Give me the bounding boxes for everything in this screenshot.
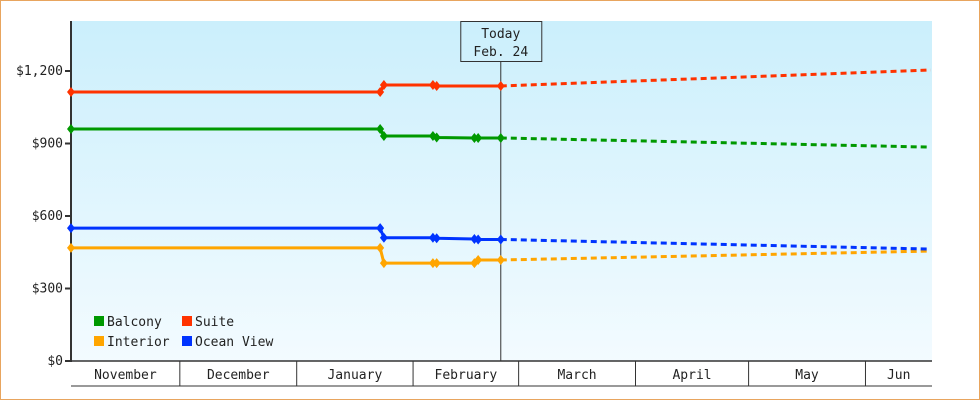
balcony-point bbox=[432, 132, 441, 143]
interior-point bbox=[376, 242, 385, 253]
month-label: November bbox=[94, 368, 157, 383]
legend-label: Balcony bbox=[107, 315, 162, 330]
y-tick-label: $1,200 bbox=[16, 64, 63, 79]
month-label: Jun bbox=[887, 368, 910, 383]
today-box bbox=[460, 21, 543, 62]
interior-point bbox=[496, 254, 505, 265]
ocean-view-point bbox=[496, 234, 505, 245]
ocean-view-point bbox=[432, 233, 441, 244]
month-label: April bbox=[672, 368, 711, 383]
interior-point bbox=[432, 258, 441, 269]
ocean-view-point bbox=[379, 232, 388, 243]
month-label: January bbox=[327, 368, 382, 383]
y-tick-label: $900 bbox=[32, 137, 63, 152]
interior-forecast-line bbox=[500, 249, 931, 262]
ocean-view-point bbox=[376, 223, 385, 234]
interior-point bbox=[379, 258, 388, 269]
balcony-point bbox=[376, 124, 385, 134]
legend-swatch bbox=[182, 316, 192, 326]
balcony-forecast-line bbox=[500, 136, 931, 149]
legend-label: Interior bbox=[107, 335, 170, 350]
suite-point bbox=[496, 80, 505, 91]
suite-line bbox=[71, 83, 501, 94]
balcony-point bbox=[496, 132, 505, 143]
month-label: May bbox=[795, 368, 819, 383]
interior-point bbox=[474, 254, 483, 265]
month-label: March bbox=[557, 368, 596, 383]
legend-label: Ocean View bbox=[195, 335, 273, 350]
suite-point bbox=[67, 87, 75, 98]
suite-point bbox=[432, 80, 441, 91]
balcony-point bbox=[67, 124, 75, 134]
balcony-point bbox=[474, 132, 483, 143]
legend-label: Suite bbox=[195, 315, 234, 330]
today-date: Feb. 24 bbox=[473, 45, 528, 60]
suite-forecast-line bbox=[500, 68, 931, 88]
legend-swatch bbox=[94, 316, 104, 326]
month-label: December bbox=[207, 368, 270, 383]
interior-point bbox=[67, 242, 75, 253]
legend-swatch bbox=[182, 336, 192, 346]
ocean-view-point bbox=[67, 223, 75, 234]
ocean-view-point bbox=[474, 234, 483, 245]
suite-point bbox=[379, 80, 388, 91]
y-tick-label: $300 bbox=[32, 282, 63, 297]
today-label: Today bbox=[481, 27, 520, 42]
ocean-view-forecast-line bbox=[500, 237, 931, 251]
balcony-point bbox=[379, 131, 388, 142]
legend-swatch bbox=[94, 336, 104, 346]
month-label: February bbox=[435, 368, 498, 383]
suite-point bbox=[376, 87, 385, 98]
plot-area bbox=[71, 21, 932, 361]
y-tick-label: $0 bbox=[47, 354, 63, 369]
y-tick-label: $600 bbox=[32, 209, 63, 224]
